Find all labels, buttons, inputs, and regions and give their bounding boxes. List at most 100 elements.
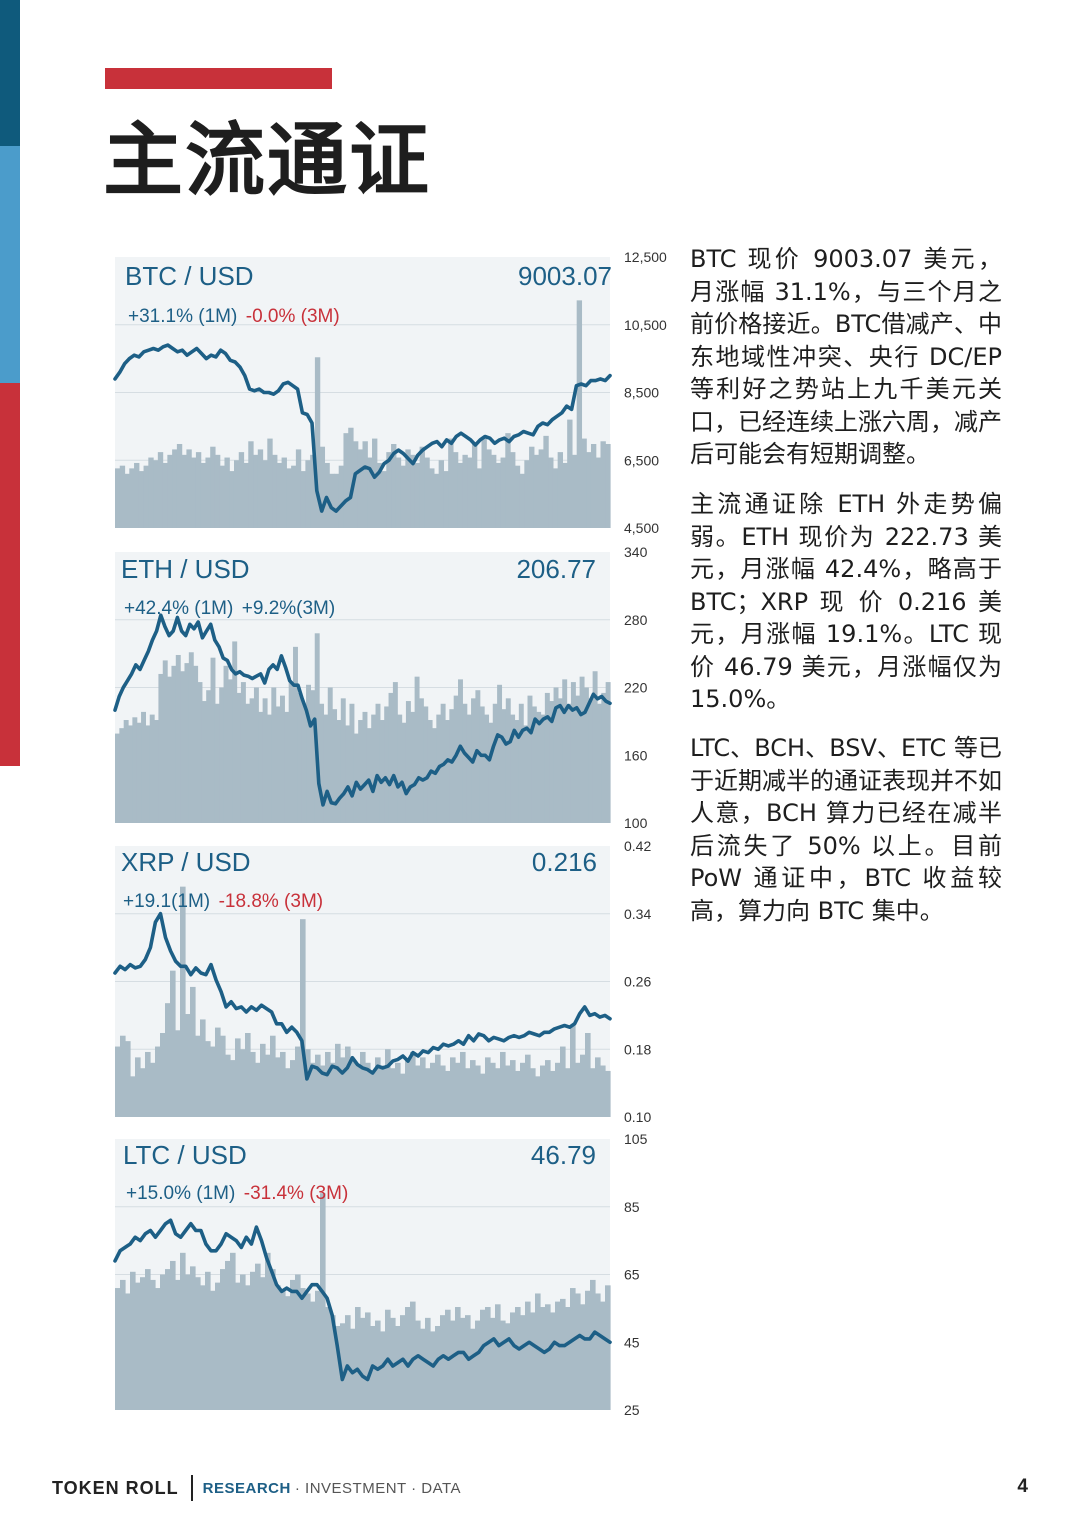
volume-bar: [540, 1307, 546, 1410]
change-label: +15.0% (1M) -31.4% (3M): [126, 1183, 348, 1204]
volume-bar: [170, 970, 176, 1117]
volume-bar: [262, 698, 268, 823]
volume-bar: [238, 452, 245, 528]
y-tick-label: 45: [624, 1334, 640, 1350]
volume-bar: [390, 1068, 396, 1117]
volume-bar: [536, 711, 542, 823]
volume-bar: [319, 446, 326, 528]
volume-bar: [445, 1070, 451, 1117]
volume-bar: [145, 725, 151, 823]
volume-bar: [224, 457, 230, 528]
volume-bar: [188, 652, 194, 823]
volume-bar: [214, 703, 220, 823]
volume-bar: [172, 449, 178, 528]
volume-bar: [285, 1296, 291, 1410]
analysis-paragraph-3: LTC、BCH、BSV、ETC 等已于近期减半的通证表现并不如人意，BCH 算力…: [690, 734, 1002, 925]
change-3m: +9.2%(3M): [242, 598, 335, 619]
volume-bar: [210, 446, 216, 528]
volume-bar: [535, 1293, 541, 1410]
side-bar-dark: [0, 0, 20, 146]
y-tick-label: 280: [624, 612, 648, 628]
volume-bar: [370, 1070, 376, 1117]
volume-bar: [371, 714, 377, 823]
volume-bar: [443, 471, 449, 528]
volume-bar: [149, 714, 155, 823]
volume-bar: [260, 1277, 266, 1410]
volume-bar: [505, 433, 511, 528]
volume-bar: [205, 1271, 211, 1410]
volume-bar: [227, 679, 233, 823]
volume-bar: [165, 1003, 171, 1117]
volume-bar: [540, 1065, 546, 1117]
volume-bar: [562, 679, 568, 823]
volume-bar: [220, 1269, 226, 1410]
volume-bar: [191, 457, 197, 528]
volume-bar: [140, 1068, 146, 1117]
volume-bar: [605, 1285, 611, 1410]
volume-bar: [449, 709, 455, 823]
volume-bar: [310, 1301, 316, 1410]
volume-bar: [195, 1277, 201, 1410]
volume-bar: [258, 711, 264, 823]
volume-bar: [148, 457, 154, 528]
volume-bar: [290, 1279, 296, 1410]
volume-bar: [327, 687, 333, 823]
volume-bar: [325, 1051, 331, 1117]
volume-bar: [566, 703, 572, 823]
volume-bar: [155, 1288, 161, 1410]
volume-bar: [555, 1062, 561, 1117]
volume-bar: [460, 1051, 466, 1117]
price-line: [113, 613, 612, 807]
volume-bar: [345, 1046, 351, 1117]
volume-bar: [275, 1285, 281, 1410]
volume-bar: [527, 695, 533, 823]
volume-bar: [510, 452, 516, 528]
volume-bar: [145, 1051, 151, 1117]
volume-bar: [230, 1252, 236, 1410]
volume-bar: [310, 454, 316, 528]
volume-bar: [518, 703, 524, 823]
volume-bar: [600, 1065, 606, 1117]
volume-bar: [195, 1035, 201, 1117]
volume-bar: [485, 1057, 491, 1117]
y-tick-label: 25: [624, 1402, 640, 1418]
volume-bar: [519, 473, 525, 528]
volume-bar: [197, 682, 203, 823]
volume-bar: [440, 1315, 446, 1410]
volume-bar: [230, 1060, 236, 1117]
volume-bar: [510, 714, 516, 823]
volume-bar: [400, 1315, 406, 1410]
volume-bar: [405, 1060, 411, 1117]
volume-bar: [125, 1041, 131, 1117]
volume-bar: [430, 1331, 436, 1410]
volume-bar: [143, 465, 149, 528]
y-tick-label: 65: [624, 1267, 640, 1283]
volume-bar: [385, 1049, 391, 1117]
pair-label: BTC / USD: [125, 261, 254, 291]
volume-bar: [410, 1301, 416, 1410]
volume-bar: [333, 473, 340, 528]
volume-bar: [340, 1057, 346, 1117]
volume-bar: [485, 1307, 491, 1410]
volume-bar: [395, 1062, 401, 1117]
volume-bar: [565, 1068, 571, 1117]
volume-bar: [130, 1076, 136, 1117]
volume-bar: [300, 1288, 306, 1410]
volume-bar: [349, 703, 355, 823]
change-3m: -0.0% (3M): [246, 306, 340, 327]
volume-bar: [285, 1068, 291, 1117]
y-tick-label: 85: [624, 1199, 640, 1215]
volume-bar: [193, 665, 199, 823]
volume-bar: [200, 462, 207, 528]
volume-bar: [358, 720, 364, 823]
volume-bar: [348, 427, 354, 528]
volume-bar: [215, 1027, 221, 1117]
volume-bar: [600, 441, 606, 528]
volume-bar: [457, 462, 464, 528]
volume-bar: [340, 1323, 346, 1410]
volume-bar: [540, 714, 546, 823]
volume-bar: [557, 698, 563, 823]
side-bar-light: [0, 146, 20, 383]
volume-bar: [529, 446, 535, 528]
volume-bar: [550, 1070, 556, 1117]
